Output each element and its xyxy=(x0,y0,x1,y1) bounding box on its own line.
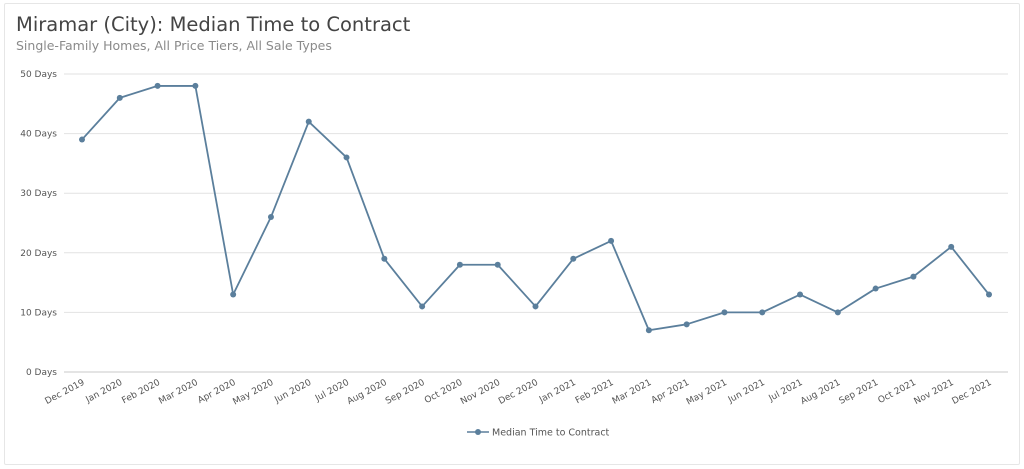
y-tick-label: 30 Days xyxy=(20,189,57,199)
x-tick-label: Oct 2021 xyxy=(877,378,918,406)
x-tick-label: Sep 2020 xyxy=(384,378,427,407)
y-tick-label: 0 Days xyxy=(26,368,57,378)
data-point[interactable] xyxy=(759,309,766,316)
x-tick-label: Jun 2021 xyxy=(726,378,767,406)
x-tick-label: Oct 2020 xyxy=(423,378,464,406)
data-point[interactable] xyxy=(192,82,199,89)
x-tick-label: Apr 2021 xyxy=(650,378,691,406)
x-tick-label: Dec 2021 xyxy=(951,378,994,407)
data-point[interactable] xyxy=(419,303,426,310)
x-tick-label: Aug 2020 xyxy=(346,378,389,407)
data-point[interactable] xyxy=(645,327,652,334)
x-tick-label: Jul 2021 xyxy=(767,378,805,404)
legend[interactable]: Median Time to Contract xyxy=(467,428,610,439)
x-tick-label: May 2020 xyxy=(231,378,275,408)
data-point[interactable] xyxy=(834,309,841,316)
x-tick-label: Dec 2020 xyxy=(497,378,540,407)
x-tick-label: May 2021 xyxy=(685,378,729,408)
y-axis-ticks: 0 Days 10 Days 20 Days 30 Days 40 Days 50 Day… xyxy=(20,70,57,378)
data-point[interactable] xyxy=(230,291,237,298)
data-point[interactable] xyxy=(456,261,463,268)
data-point[interactable] xyxy=(267,214,274,221)
x-tick-label: Jan 2021 xyxy=(537,378,578,406)
y-tick-label: 20 Days xyxy=(20,249,57,259)
data-point[interactable] xyxy=(683,321,690,328)
x-tick-label: Dec 2019 xyxy=(44,378,87,407)
data-point[interactable] xyxy=(608,237,615,244)
y-tick-label: 40 Days xyxy=(20,130,57,140)
x-tick-label: Feb 2020 xyxy=(120,378,162,407)
data-point[interactable] xyxy=(948,243,955,250)
data-point[interactable] xyxy=(532,303,539,310)
data-point[interactable] xyxy=(494,261,501,268)
data-point[interactable] xyxy=(154,82,161,89)
data-point[interactable] xyxy=(797,291,804,298)
x-tick-label: Feb 2021 xyxy=(574,378,616,406)
data-point[interactable] xyxy=(116,94,123,101)
x-tick-label: Nov 2020 xyxy=(459,378,502,407)
legend-marker xyxy=(475,429,481,435)
data-point[interactable] xyxy=(343,154,350,161)
data-point[interactable] xyxy=(79,136,85,143)
data-point[interactable] xyxy=(910,273,917,280)
y-tick-label: 50 Days xyxy=(20,70,57,80)
x-tick-label: Aug 2021 xyxy=(799,378,842,407)
series-line xyxy=(81,85,990,332)
x-tick-label: Mar 2021 xyxy=(611,378,653,407)
y-tick-label: 10 Days xyxy=(20,308,57,318)
x-tick-label: Jun 2020 xyxy=(272,378,313,406)
data-point[interactable] xyxy=(381,255,388,262)
x-tick-label: Sep 2021 xyxy=(838,378,880,407)
x-tick-label: Mar 2020 xyxy=(157,378,200,407)
x-tick-label: Jan 2020 xyxy=(84,378,125,406)
series-median-time-to-contract xyxy=(79,82,992,334)
data-point[interactable] xyxy=(721,309,728,316)
x-tick-label: Nov 2021 xyxy=(913,378,956,407)
chart-frame xyxy=(4,3,1020,465)
chart-title: Miramar (City): Median Time to Contract xyxy=(16,13,411,36)
data-point[interactable] xyxy=(986,291,992,298)
data-point[interactable] xyxy=(872,285,879,292)
legend-label: Median Time to Contract xyxy=(492,428,610,439)
x-tick-label: Jul 2020 xyxy=(313,378,351,405)
data-point[interactable] xyxy=(305,118,312,125)
x-tick-label: Apr 2020 xyxy=(196,378,237,406)
data-point[interactable] xyxy=(570,255,577,262)
grid-lines xyxy=(64,73,1008,373)
chart-subtitle: Single-Family Homes, All Price Tiers, Al… xyxy=(16,38,332,53)
